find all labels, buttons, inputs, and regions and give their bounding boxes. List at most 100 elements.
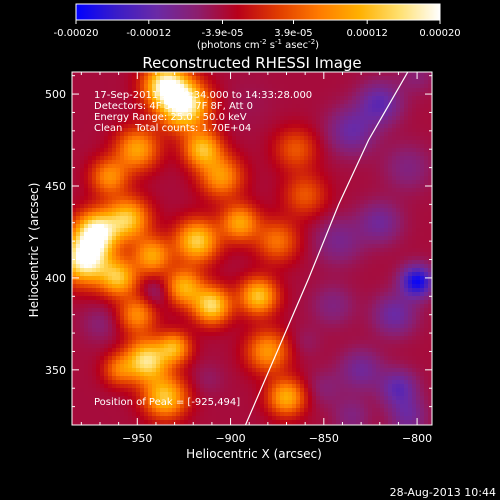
heatmap-cell [388, 88, 393, 93]
heatmap-cell [156, 268, 161, 273]
heatmap-cell [372, 136, 377, 141]
heatmap-cell [300, 224, 305, 229]
heatmap-cell [176, 212, 181, 217]
heatmap-cell [356, 180, 361, 185]
heatmap-cell [240, 160, 245, 165]
heatmap-cell [388, 280, 393, 285]
heatmap-cell [336, 104, 341, 109]
heatmap-cell [144, 280, 149, 285]
heatmap-cell [344, 156, 349, 161]
heatmap-cell [200, 148, 205, 153]
heatmap-cell [180, 228, 185, 233]
heatmap-cell [212, 160, 217, 165]
heatmap-cell [244, 140, 249, 145]
heatmap-cell [396, 148, 401, 153]
heatmap-cell [208, 72, 213, 77]
heatmap-cell [248, 232, 253, 237]
heatmap-cell [300, 232, 305, 237]
heatmap-cell [372, 188, 377, 193]
heatmap-cell [400, 164, 405, 169]
heatmap-cell [140, 120, 145, 125]
heatmap-cell [84, 132, 89, 137]
heatmap-cell [108, 260, 113, 265]
heatmap-cell [376, 204, 381, 209]
heatmap-cell [296, 280, 301, 285]
heatmap-cell [340, 276, 345, 281]
heatmap-cell [180, 140, 185, 145]
heatmap-cell [332, 244, 337, 249]
heatmap-cell [332, 284, 337, 289]
heatmap-cell [372, 200, 377, 205]
heatmap-cell [424, 72, 429, 77]
heatmap-cell [416, 96, 421, 101]
heatmap-cell [344, 96, 349, 101]
heatmap-cell [212, 280, 217, 285]
heatmap-cell [396, 272, 401, 277]
heatmap-cell [188, 72, 193, 77]
heatmap-cell [108, 192, 113, 197]
heatmap-cell [288, 288, 293, 293]
heatmap-cell [288, 96, 293, 101]
heatmap-cell [384, 188, 389, 193]
heatmap-cell [224, 168, 229, 173]
heatmap-cell [388, 84, 393, 89]
heatmap-cell [168, 284, 173, 289]
heatmap-cell [352, 272, 357, 277]
heatmap-cell [404, 96, 409, 101]
heatmap-cell [316, 224, 321, 229]
heatmap-cell [240, 116, 245, 121]
heatmap-cell [268, 104, 273, 109]
heatmap-cell [204, 92, 209, 97]
heatmap-cell [328, 172, 333, 177]
heatmap-cell [208, 196, 213, 201]
heatmap-cell [340, 128, 345, 133]
heatmap-cell [92, 184, 97, 189]
heatmap-cell [264, 240, 269, 245]
heatmap-cell [184, 144, 189, 149]
heatmap-cell [100, 128, 105, 133]
heatmap-cell [376, 212, 381, 217]
heatmap-cell [240, 148, 245, 153]
heatmap-cell [172, 160, 177, 165]
heatmap-cell [148, 232, 153, 237]
heatmap-cell [132, 132, 137, 137]
heatmap-cell [352, 200, 357, 205]
heatmap-cell [112, 124, 117, 129]
heatmap-cell [240, 144, 245, 149]
heatmap-cell [244, 120, 249, 125]
heatmap-cell [220, 148, 225, 153]
heatmap-cell [392, 176, 397, 181]
heatmap-cell [188, 288, 193, 293]
heatmap-cell [260, 92, 265, 97]
heatmap-cell [232, 248, 237, 253]
heatmap-cell [348, 268, 353, 273]
heatmap-cell [308, 88, 313, 93]
heatmap-cell [128, 212, 133, 217]
heatmap-cell [272, 96, 277, 101]
heatmap-cell [332, 160, 337, 165]
heatmap-cell [80, 92, 85, 97]
heatmap-cell [356, 208, 361, 213]
heatmap-cell [284, 92, 289, 97]
heatmap-cell [384, 156, 389, 161]
heatmap-cell [172, 284, 177, 289]
heatmap-cell [316, 212, 321, 217]
heatmap-cell [208, 116, 213, 121]
heatmap-cell [300, 96, 305, 101]
heatmap-cell [140, 88, 145, 93]
heatmap-cell [296, 236, 301, 241]
heatmap-cell [284, 136, 289, 141]
heatmap-cell [384, 136, 389, 141]
heatmap-cell [216, 76, 221, 81]
heatmap-cell [388, 184, 393, 189]
heatmap-cell [332, 112, 337, 117]
heatmap-cell [412, 192, 417, 197]
heatmap-cell [112, 292, 117, 297]
heatmap-cell [100, 160, 105, 165]
heatmap-cell [84, 76, 89, 81]
heatmap-cell [180, 180, 185, 185]
heatmap-cell [312, 100, 317, 105]
heatmap-cell [248, 168, 253, 173]
heatmap-cell [312, 276, 317, 281]
heatmap-cell [300, 156, 305, 161]
